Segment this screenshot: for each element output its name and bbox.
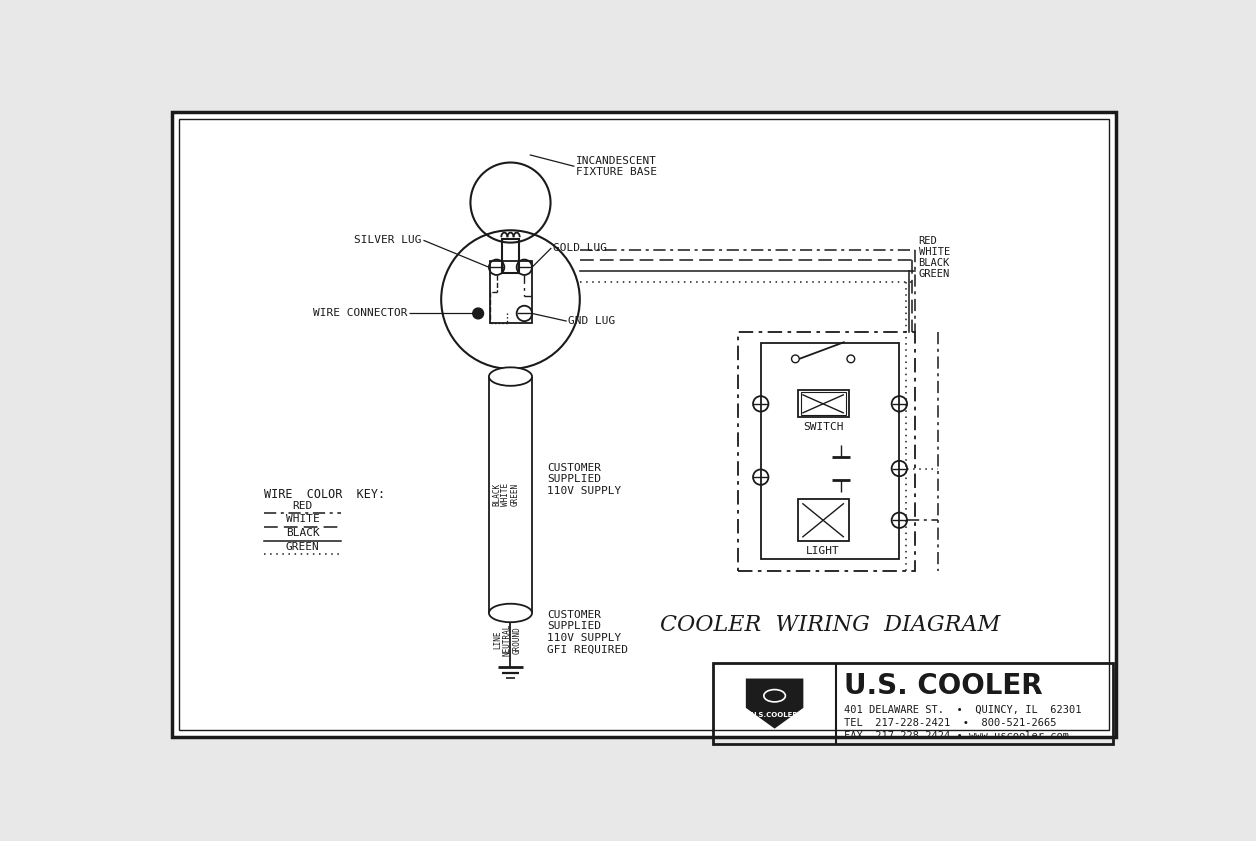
Bar: [761, 343, 899, 559]
Text: WHITE: WHITE: [918, 247, 950, 257]
Text: GREEN: GREEN: [918, 269, 950, 278]
Bar: [801, 392, 847, 415]
Text: SWITCH: SWITCH: [803, 421, 843, 431]
Text: GREEN: GREEN: [285, 542, 319, 553]
Text: NEUTRAL: NEUTRAL: [502, 624, 511, 656]
Text: 401 DELAWARE ST.  •  QUINCY, IL  62301: 401 DELAWARE ST. • QUINCY, IL 62301: [844, 705, 1081, 715]
Text: BLACK: BLACK: [492, 484, 501, 506]
Bar: [799, 499, 849, 541]
Text: BLACK: BLACK: [285, 528, 319, 538]
Text: SILVER LUG: SILVER LUG: [354, 235, 422, 246]
Text: RED: RED: [918, 236, 937, 246]
Bar: [502, 239, 519, 273]
Circle shape: [472, 308, 484, 319]
Text: CUSTOMER
SUPPLIED
110V SUPPLY: CUSTOMER SUPPLIED 110V SUPPLY: [548, 463, 622, 496]
Text: WHITE: WHITE: [501, 484, 510, 506]
Text: TEL  217-228-2421  •  800-521-2665: TEL 217-228-2421 • 800-521-2665: [844, 718, 1056, 727]
Text: U.S.COOLER: U.S.COOLER: [751, 712, 799, 718]
Bar: [737, 332, 914, 571]
Text: BLACK: BLACK: [918, 258, 950, 268]
Text: COOLER  WIRING  DIAGRAM: COOLER WIRING DIAGRAM: [659, 614, 1000, 636]
Text: CUSTOMER
SUPPLIED
110V SUPPLY
GFI REQUIRED: CUSTOMER SUPPLIED 110V SUPPLY GFI REQUIR…: [548, 610, 628, 654]
Polygon shape: [747, 680, 803, 727]
Text: WHITE: WHITE: [285, 515, 319, 525]
Ellipse shape: [489, 604, 533, 622]
Ellipse shape: [489, 368, 533, 386]
Text: LIGHT: LIGHT: [806, 546, 840, 556]
Text: GROUND: GROUND: [512, 626, 521, 653]
Text: FAX  217-228-2424 • www.uscooler.com: FAX 217-228-2424 • www.uscooler.com: [844, 731, 1069, 741]
Bar: [490, 261, 533, 323]
Text: GREEN: GREEN: [511, 484, 520, 506]
Bar: [799, 390, 849, 417]
Bar: [713, 663, 1113, 744]
Text: RED: RED: [293, 500, 313, 510]
Text: WIRE  COLOR  KEY:: WIRE COLOR KEY:: [264, 489, 386, 501]
Text: WIRE CONNECTOR: WIRE CONNECTOR: [313, 309, 407, 319]
Text: INCANDESCENT
FIXTURE BASE: INCANDESCENT FIXTURE BASE: [577, 156, 657, 177]
Text: U.S. COOLER: U.S. COOLER: [844, 672, 1042, 700]
Text: GOLD LUG: GOLD LUG: [553, 243, 607, 253]
Text: GND LUG: GND LUG: [568, 316, 615, 326]
Text: LINE: LINE: [494, 631, 502, 649]
